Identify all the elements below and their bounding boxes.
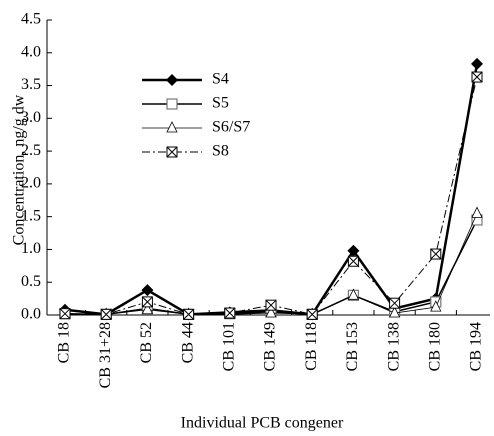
y-tick-label: 0.0: [21, 306, 41, 323]
marker: [166, 146, 178, 158]
marker: [265, 299, 277, 311]
marker-cross: [59, 308, 71, 320]
y-tick-label: 1.5: [21, 207, 41, 224]
x-tick-label: CB 118: [303, 322, 320, 371]
y-tick-label: 0.5: [21, 273, 41, 290]
marker-cross: [430, 248, 442, 260]
series-line: [65, 213, 478, 315]
x-tick-label: CB 31+28: [97, 322, 114, 388]
marker: [471, 206, 483, 218]
marker-cross: [389, 297, 400, 309]
y-tick-label: 1.0: [21, 240, 41, 257]
legend-label: S6/S7: [212, 119, 250, 136]
legend-label: S4: [212, 71, 229, 88]
x-axis-label: Individual PCB congener: [181, 415, 344, 432]
x-tick-label: CB 138: [385, 322, 402, 371]
y-tick-label: 4.0: [21, 43, 41, 60]
marker-cross: [306, 308, 318, 320]
marker: [100, 308, 112, 320]
series-line: [64, 63, 479, 316]
marker: [347, 255, 359, 267]
x-tick-label: CB 153: [344, 322, 361, 371]
marker: [59, 308, 71, 320]
marker: [306, 308, 318, 320]
marker-cross: [471, 71, 483, 83]
marker-cross: [265, 299, 277, 311]
x-tick-label: CB 44: [179, 322, 196, 363]
y-axis-label: Concentration, ng/g dw: [11, 94, 28, 245]
marker: [166, 98, 178, 110]
marker: [166, 121, 178, 133]
marker-cross: [100, 308, 112, 320]
marker-cross: [166, 146, 178, 158]
marker: [183, 308, 195, 320]
series-line: [64, 76, 478, 315]
marker-cross: [224, 307, 236, 319]
marker: [471, 71, 483, 83]
y-tick-label: 3.5: [21, 76, 41, 93]
x-tick-label: CB 180: [426, 322, 443, 371]
y-tick-label: 2.5: [21, 142, 41, 159]
y-tick-label: 3.0: [21, 109, 41, 126]
marker: [430, 248, 442, 260]
legend-label: S8: [212, 143, 229, 160]
marker: [347, 244, 360, 257]
legend-label: S5: [212, 95, 229, 112]
marker: [389, 297, 401, 309]
marker: [166, 74, 178, 86]
marker-cross: [348, 255, 359, 267]
marker: [141, 284, 154, 297]
x-tick-label: CB 18: [56, 322, 73, 363]
marker: [141, 302, 154, 315]
x-tick-label: CB 149: [262, 322, 279, 371]
marker: [141, 296, 153, 308]
x-tick-label: CB 194: [468, 322, 485, 371]
marker: [347, 288, 360, 300]
y-tick-label: 4.5: [21, 11, 41, 28]
marker: [224, 307, 236, 319]
marker-cross: [183, 308, 194, 320]
marker-cross: [142, 296, 153, 308]
y-tick-label: 2.0: [21, 175, 41, 192]
marker: [388, 306, 401, 318]
marker: [265, 306, 277, 318]
x-tick-label: CB 101: [220, 322, 237, 371]
marker: [430, 300, 442, 312]
marker: [471, 57, 483, 70]
x-tick-label: CB 52: [138, 322, 155, 363]
